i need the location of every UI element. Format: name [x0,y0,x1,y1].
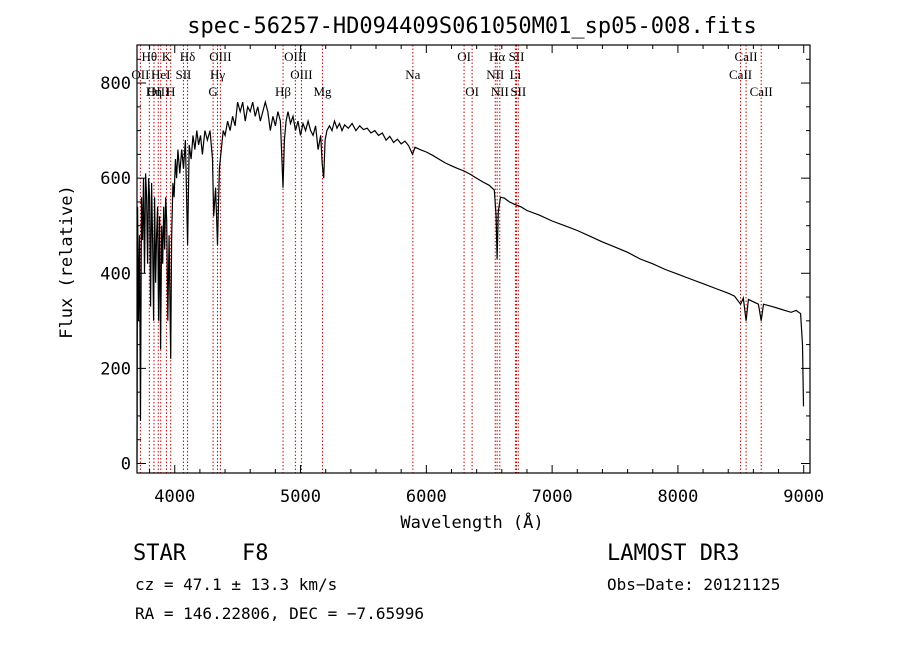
x-axis-label: Wavelength (Å) [400,511,543,533]
y-tick-label: 400 [100,264,131,284]
line-label: CaII [750,84,773,99]
line-label: Hδ [180,49,196,64]
line-label: OII [131,67,149,82]
y-tick-label: 200 [100,359,131,379]
plot-frame [136,44,811,474]
line-label: OIII [290,67,312,82]
line-label: CaII [735,49,758,64]
line-label: Mg [314,84,333,99]
line-markers [139,45,762,473]
y-tick-label: 0 [121,454,131,474]
line-label: OI [457,49,471,64]
chart-title: spec-56257-HD094409S061050M01_sp05-008.f… [187,14,757,39]
line-label: OIII [209,49,231,64]
line-label: Hα [489,49,505,64]
redshift-text: cz = 47.1 ± 13.3 km/s [135,575,337,594]
survey-name: LAMOST DR3 [607,541,739,566]
object-subclass: F8 [242,541,269,566]
coordinates-text: RA = 146.22806, DEC = −7.65996 [135,604,424,623]
line-label: Na [405,67,420,82]
x-tick-label: 4000 [154,487,195,507]
line-label: OI [465,84,479,99]
line-label: OIII [284,49,306,64]
line-label: Hβ [275,84,291,99]
line-label: K [162,49,172,64]
line-label: OIII [147,84,169,99]
spectrum-line [136,99,805,464]
line-label: Hθ [142,49,158,64]
line-label: Hη [146,84,162,99]
line-label: CaII [729,67,752,82]
y-axis: 0 200 400 600 800 [100,58,810,474]
line-label: NII [491,84,509,99]
line-label: Hγ [210,67,225,82]
y-axis-label: Flux (relative) [57,185,77,339]
object-class: STAR [133,541,187,566]
line-label: Li [510,67,522,82]
line-label: NII [486,67,504,82]
line-label: H [166,84,175,99]
x-tick-label: 6000 [406,487,447,507]
y-tick-label: 600 [100,169,131,189]
x-tick-label: 9000 [783,487,824,507]
line-label: SII [510,84,526,99]
line-label: HeI [151,67,171,82]
line-label: SII [175,67,191,82]
obs-date: Obs−Date: 20121125 [607,575,780,594]
line-label: SII [509,49,525,64]
x-tick-label: 8000 [657,487,698,507]
x-tick-label: 7000 [532,487,573,507]
y-tick-label: 800 [100,74,131,94]
x-tick-label: 5000 [280,487,321,507]
line-label: G [208,84,217,99]
x-axis: 4000 5000 6000 7000 8000 9000 [149,45,824,507]
